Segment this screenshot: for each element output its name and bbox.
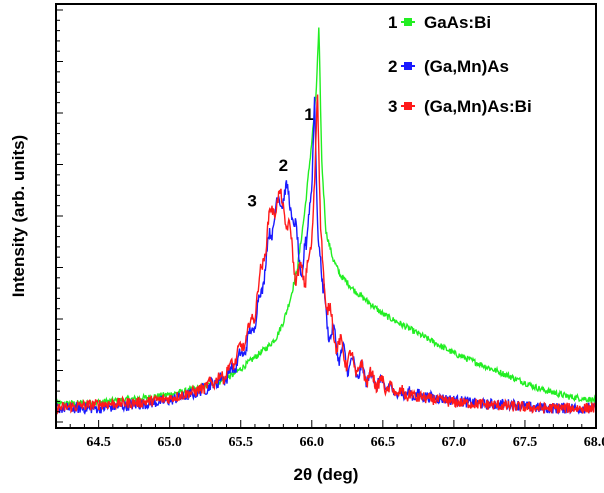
legend-number-2: 2 bbox=[388, 57, 397, 76]
plot-frame bbox=[55, 3, 597, 429]
peak-label-1: 1 bbox=[304, 105, 313, 124]
x-tick-label: 64.5 bbox=[86, 435, 111, 450]
x-tick-label: 66.5 bbox=[371, 435, 396, 450]
legend-marker bbox=[404, 102, 412, 110]
series-line-1 bbox=[55, 27, 597, 408]
x-tick-label: 67.0 bbox=[442, 435, 467, 450]
legend-marker bbox=[404, 62, 412, 70]
legend-label: (Ga,Mn)As bbox=[424, 57, 509, 76]
x-tick-label: 68.0 bbox=[584, 435, 604, 450]
y-axis-label: Intensity (arb. units) bbox=[9, 135, 28, 297]
legend-number-3: 3 bbox=[388, 97, 397, 116]
legend-number-1: 1 bbox=[388, 13, 397, 32]
x-tick-label: 67.5 bbox=[513, 435, 538, 450]
legend-marker bbox=[404, 18, 412, 26]
x-tick-label: 66.0 bbox=[300, 435, 325, 450]
x-axis-label: 2θ (deg) bbox=[294, 465, 359, 484]
series-line-3 bbox=[55, 94, 597, 416]
legend-label: GaAs:Bi bbox=[424, 13, 491, 32]
peak-label-2: 2 bbox=[279, 156, 288, 175]
legend-label: (Ga,Mn)As:Bi bbox=[424, 97, 532, 116]
x-axis-ticks: 64.5 65.0 65.5 66.0 66.5 67.0 67.5 68.0 bbox=[69, 420, 604, 450]
peak-annotations: 1 2 3 bbox=[247, 105, 313, 210]
peak-label-3: 3 bbox=[247, 191, 256, 210]
x-tick-label: 65.0 bbox=[157, 435, 182, 450]
legend: 1 GaAs:Bi 2 (Ga,Mn)As 3 (Ga,Mn)As:Bi bbox=[388, 13, 532, 116]
x-tick-label: 65.5 bbox=[228, 435, 253, 450]
series-line-2 bbox=[55, 96, 597, 415]
plot-area bbox=[55, 27, 597, 416]
y-axis-ticks bbox=[56, 9, 63, 423]
